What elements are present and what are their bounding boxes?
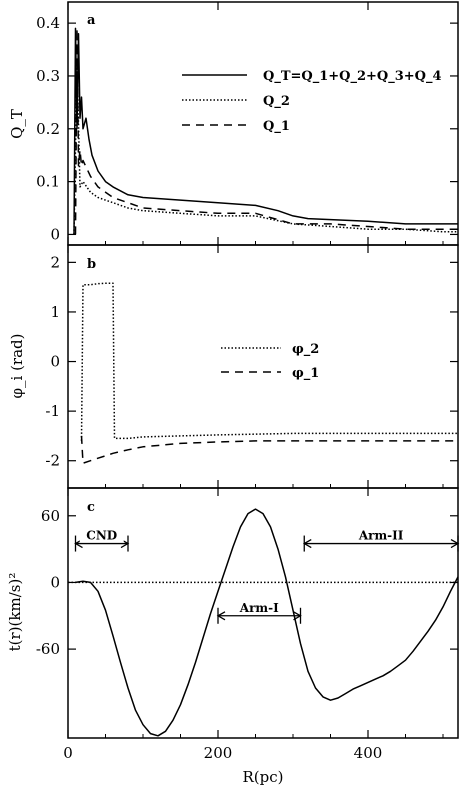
panel-c-ylabel: t(r)(km/s)² [6, 573, 24, 652]
panel-0-ytick-label-4: 0.4 [36, 14, 60, 32]
panel-0-series-2 [74, 27, 458, 235]
panel-1-ytick-label-3: 1 [50, 303, 60, 321]
legend-a-label-1: Q_2 [263, 94, 290, 109]
panel-0-ytick-label-2: 0.2 [36, 120, 60, 138]
panel-0-ytick-label-3: 0.3 [36, 67, 60, 85]
panel-1-ytick-label-4: 2 [50, 253, 60, 271]
legend-b-label-1: φ_1 [292, 366, 319, 381]
panel-b-frame [67, 244, 459, 489]
panel-2-series-0 [75, 508, 459, 737]
annotation-2-label-bg [359, 527, 404, 543]
annotation-0-label: CND [86, 529, 117, 543]
panel-b-letter: b [87, 257, 96, 272]
xlabel: R(pc) [242, 768, 283, 786]
panel-c-letter: c [87, 500, 95, 515]
panel-2-annotation-0: CND [74, 527, 130, 552]
legend-b-label-0: φ_2 [292, 342, 319, 357]
panel-1-series-0 [80, 282, 458, 441]
panel-0-ytick-label-1: 0.1 [36, 173, 60, 191]
annotation-2-label: Arm-II [358, 529, 404, 543]
panel-0-ytick-label-0: 0 [50, 225, 60, 243]
panel-c-frame [67, 487, 459, 739]
panel-b-ylabel: φ_i (rad) [8, 334, 26, 399]
panel-2-xtick-label-2: 400 [354, 744, 383, 762]
panel-2-annotation-2: Arm-II [302, 527, 460, 552]
panel-2-ytick-label-2: 60 [41, 507, 60, 525]
panel-1-ytick-label-2: 0 [50, 353, 60, 371]
legend-a: Q_T=Q_1+Q_2+Q_3+Q_4 Q_2 Q_1 [182, 69, 442, 134]
legend-a-label-2: Q_1 [263, 119, 290, 134]
panel-2-xtick-label-0: 0 [63, 744, 73, 762]
panel-1-ytick-label-1: -1 [45, 402, 60, 420]
panel-a-letter: a [87, 13, 96, 28]
panel-1-ytick-label-0: -2 [45, 452, 60, 470]
panel-2-ytick-label-0: -60 [36, 640, 60, 658]
panel-0-series-0 [73, 27, 458, 235]
legend-b: φ_2 φ_1 [221, 342, 319, 381]
annotation-1-label-bg [237, 599, 282, 615]
plot-layer: 0 0.1 0.2 0.3 0.4 -2 -1 0 1 2 -60 0 60 0 200 400 CND Arm-… [36, 2, 460, 762]
annotation-0-label-bg [79, 527, 124, 543]
annotation-1-label: Arm-I [239, 601, 279, 615]
panel-a-ylabel: Q_T [8, 109, 26, 139]
panel-2-xtick-label-1: 200 [204, 744, 233, 762]
legend-a-label-0: Q_T=Q_1+Q_2+Q_3+Q_4 [263, 69, 442, 84]
panel-2-annotation-1: Arm-I [216, 599, 302, 624]
panel-2-ytick-label-1: 0 [50, 573, 60, 591]
panel-1-series-1 [80, 435, 458, 464]
